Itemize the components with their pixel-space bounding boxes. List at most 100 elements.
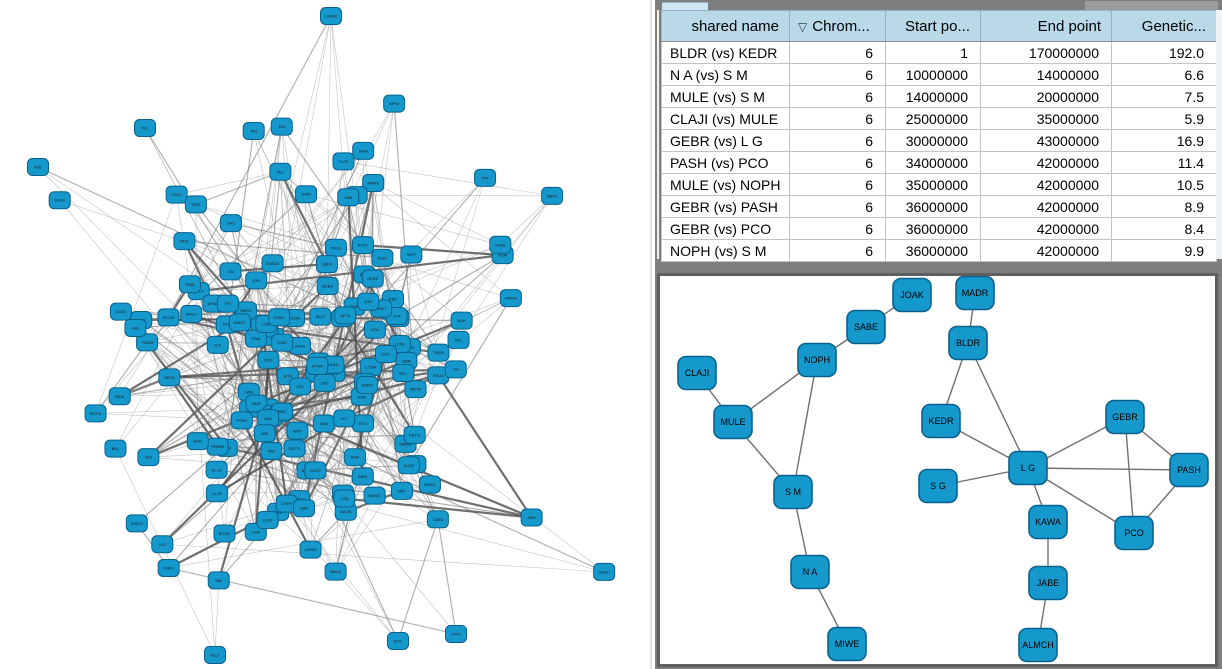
network-node-pco[interactable]: PCO (1114, 515, 1154, 551)
network-node-sm[interactable]: S M (773, 474, 813, 510)
network-edge[interactable] (303, 423, 364, 509)
network-node[interactable]: CSI (219, 262, 242, 281)
cell-value[interactable]: 11.4 (1111, 151, 1217, 174)
network-node[interactable]: REE (173, 232, 196, 251)
network-node[interactable]: SONS (356, 375, 379, 394)
network-node-jabe[interactable]: JABE (1028, 565, 1068, 601)
cell-value[interactable]: 16.9 (1111, 129, 1217, 152)
network-node[interactable]: UKBU (593, 562, 616, 581)
network-node[interactable]: MALG (324, 562, 347, 581)
table-row[interactable]: PASH (vs) PCO 6 34000000 42000000 11.4 (661, 151, 1217, 174)
network-edge[interactable] (347, 197, 365, 275)
network-node[interactable]: WKP (286, 421, 309, 440)
network-node[interactable]: SIPP (400, 245, 423, 264)
cell-value[interactable]: 5.9 (1111, 107, 1217, 130)
network-node[interactable]: OOEE (489, 235, 512, 254)
network-node[interactable]: CUIK (271, 333, 294, 352)
network-node[interactable]: CFL (289, 377, 312, 396)
network-node[interactable]: SICO (309, 307, 332, 326)
column-header-shared-name[interactable]: shared name (661, 10, 790, 42)
table-row[interactable]: GEBR (vs) PCO 6 36000000 42000000 8.4 (661, 217, 1217, 240)
network-node[interactable]: GAR (292, 499, 315, 518)
network-edge[interactable] (437, 519, 457, 635)
network-node[interactable]: UFTA (334, 306, 357, 325)
network-node-claji[interactable]: CLAJI (677, 355, 717, 391)
network-node[interactable]: EKSO (418, 475, 441, 494)
network-node[interactable]: NETD (158, 368, 181, 387)
table-row[interactable]: MULE (vs) NOPH 6 35000000 42000000 10.5 (661, 173, 1217, 196)
network-node-bldr[interactable]: BLDR (948, 325, 988, 361)
network-edge[interactable] (326, 15, 332, 265)
network-node[interactable]: FKD (27, 158, 49, 176)
network-node[interactable]: DPJ (313, 373, 336, 392)
network-node[interactable]: GBFF (315, 255, 338, 274)
network-node[interactable]: PJL (134, 119, 156, 137)
network-node[interactable]: KLJU (205, 460, 228, 479)
network-edge[interactable] (408, 297, 512, 466)
network-edge[interactable] (95, 413, 242, 421)
network-edge[interactable] (310, 495, 375, 550)
cell-value[interactable]: 6 (789, 239, 886, 262)
network-edge[interactable] (385, 353, 406, 444)
network-edge-lg-pash[interactable] (1027, 467, 1190, 471)
network-edge[interactable] (267, 194, 358, 329)
network-edge[interactable] (267, 417, 605, 573)
network-edge[interactable] (216, 469, 605, 573)
network-edge[interactable] (198, 222, 232, 292)
network-node[interactable]: NRT (390, 481, 413, 500)
network-edge[interactable] (342, 418, 345, 494)
large-network-canvas[interactable]: LHDWFKDPJLNLLTECUCPFJUCDLODAWIHIACUOOLCT… (0, 0, 655, 669)
cell-value[interactable]: 42000000 (980, 151, 1112, 174)
cell-shared-name[interactable]: N A (vs) S M (661, 63, 790, 86)
network-node[interactable]: LHDW (320, 7, 342, 25)
table-row[interactable]: NOPH (vs) S M 6 36000000 42000000 9.9 (661, 239, 1217, 262)
network-node[interactable]: UBJ (257, 409, 280, 428)
network-node[interactable]: BCOD (213, 524, 236, 543)
network-node[interactable]: COC (374, 345, 397, 364)
network-edge[interactable] (59, 200, 243, 421)
network-edge[interactable] (168, 317, 243, 421)
column-header-end-point[interactable]: End point (980, 10, 1112, 42)
network-node[interactable]: PAI (270, 117, 293, 136)
network-edge[interactable] (317, 365, 439, 520)
cell-value[interactable]: 35000000 (980, 107, 1112, 130)
network-node[interactable]: FETN (403, 425, 426, 444)
network-node[interactable]: PWMN (206, 437, 229, 456)
network-edge[interactable] (500, 195, 553, 246)
network-edge[interactable] (397, 519, 439, 642)
cell-value[interactable]: 36000000 (885, 217, 981, 240)
network-edge[interactable] (95, 342, 148, 414)
network-edge[interactable] (162, 503, 287, 545)
network-node[interactable]: NAE (312, 414, 335, 433)
network-edge[interactable] (95, 194, 177, 414)
cell-value[interactable]: 6 (789, 41, 886, 64)
cell-shared-name[interactable]: GEBR (vs) PCO (661, 217, 790, 240)
network-node[interactable]: UHSM (299, 540, 322, 559)
network-edge[interactable] (299, 345, 316, 471)
cell-value[interactable]: 6 (789, 151, 886, 174)
panel-tab[interactable] (662, 2, 708, 10)
network-edge[interactable] (333, 317, 399, 365)
cell-value[interactable]: 8.4 (1111, 217, 1217, 240)
cell-shared-name[interactable]: NOPH (vs) S M (661, 239, 790, 262)
network-node[interactable]: IJO (151, 535, 174, 554)
cell-value[interactable]: 25000000 (885, 107, 981, 130)
network-edge[interactable] (37, 166, 247, 311)
network-edge[interactable] (214, 580, 220, 656)
cell-value[interactable]: 7.5 (1111, 85, 1217, 108)
network-node-miwe[interactable]: MIWE (827, 626, 867, 662)
panel-tab-right[interactable] (1085, 1, 1218, 10)
network-node[interactable]: RCUB (157, 308, 180, 327)
network-edge[interactable] (141, 319, 335, 374)
network-node[interactable]: GPJ (219, 214, 242, 233)
network-edge[interactable] (372, 183, 391, 311)
network-edge[interactable] (267, 328, 387, 355)
network-edge-bldr-lg[interactable] (967, 342, 1029, 469)
main-network-panel[interactable]: LHDWFKDPJLNLLTECUCPFJUCDLODAWIHIACUOOLCT… (0, 0, 655, 669)
column-header-start-po[interactable]: Start po... (885, 10, 981, 42)
cell-shared-name[interactable]: CLAJI (vs) MULE (661, 107, 790, 130)
cell-shared-name[interactable]: MULE (vs) NOPH (661, 173, 790, 196)
network-node[interactable]: CLJN (205, 484, 228, 503)
cell-value[interactable]: 6 (789, 63, 886, 86)
